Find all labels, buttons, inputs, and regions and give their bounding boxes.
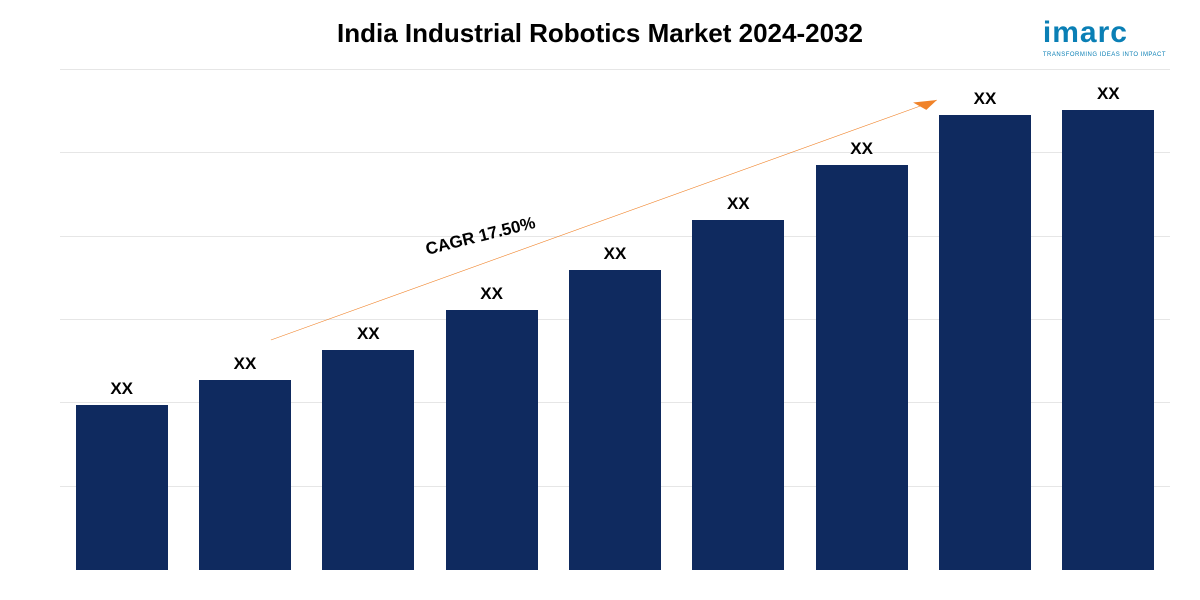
logo-text: imarc (1043, 16, 1128, 50)
bar-group: XX (800, 70, 923, 570)
bar-value-label: XX (727, 194, 750, 214)
bar-group: XX (307, 70, 430, 570)
bar-value-label: XX (357, 324, 380, 344)
bar-value-label: XX (1097, 84, 1120, 104)
bar-value-label: XX (480, 284, 503, 304)
bar (322, 350, 414, 570)
bar-group: XX (183, 70, 306, 570)
bar-value-label: XX (234, 354, 257, 374)
bar-group: XX (553, 70, 676, 570)
bar-group: XX (60, 70, 183, 570)
bar-group: XX (923, 70, 1046, 570)
bar-value-label: XX (604, 244, 627, 264)
chart-plot-area: XXXXXXXXXXXXXXXXXX CAGR 17.50% (60, 70, 1170, 570)
bar (1062, 110, 1154, 570)
logo-tagline: TRANSFORMING IDEAS INTO IMPACT (1043, 52, 1166, 58)
bar-value-label: XX (110, 379, 133, 399)
bar (446, 310, 538, 570)
bar-group: XX (677, 70, 800, 570)
bar (569, 270, 661, 570)
bar (76, 405, 168, 570)
bar (199, 380, 291, 570)
bar-value-label: XX (850, 139, 873, 159)
brand-logo: imarc TRANSFORMING IDEAS INTO IMPACT (1043, 16, 1166, 58)
chart-title: India Industrial Robotics Market 2024-20… (0, 18, 1200, 49)
bar (692, 220, 784, 570)
bars-layer: XX XX XX XX XX XX XX XX XX (60, 70, 1170, 570)
bar (939, 115, 1031, 570)
bar-group: XX (430, 70, 553, 570)
logo-wordmark: imarc (1043, 16, 1166, 50)
bar-group: XX (1047, 70, 1170, 570)
bar (816, 165, 908, 570)
bar-value-label: XX (974, 89, 997, 109)
